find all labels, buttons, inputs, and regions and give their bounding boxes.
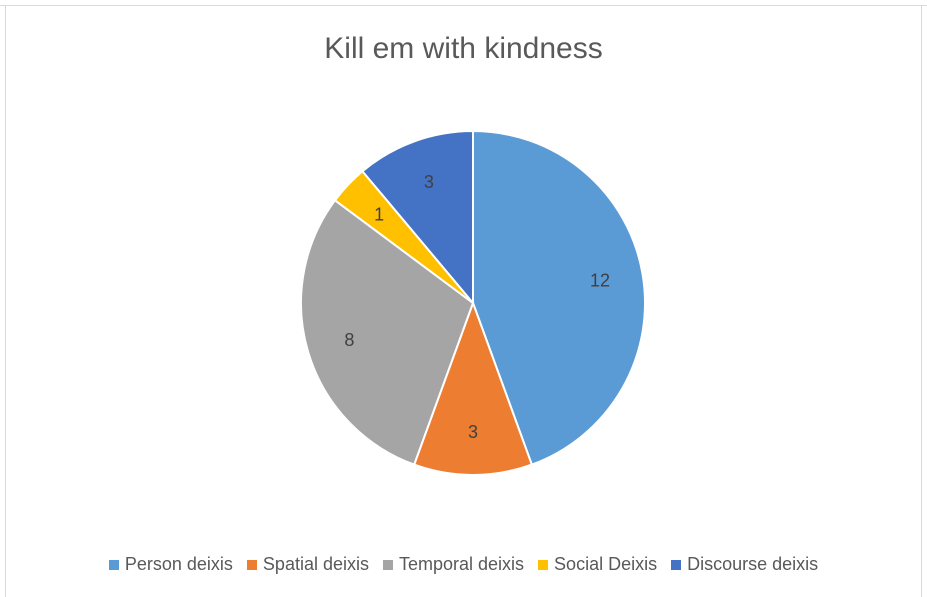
data-label: 8	[344, 330, 354, 350]
chart-title: Kill em with kindness	[324, 32, 603, 65]
legend-swatch	[382, 559, 393, 570]
data-label: 3	[424, 172, 434, 192]
legend-item: Temporal deixis	[382, 554, 525, 575]
legend-label: Spatial deixis	[262, 554, 369, 574]
legend-label: Social Deixis	[554, 554, 658, 574]
legend-item: Social Deixis	[538, 554, 657, 575]
legend-swatch	[538, 559, 549, 570]
legend-item: Spatial deixis	[246, 554, 369, 575]
data-label: 3	[468, 422, 478, 442]
legend-swatch	[671, 559, 682, 570]
pie-slices	[300, 129, 646, 476]
legend-item: Discourse deixis	[671, 554, 818, 575]
legend-label: Person deixis	[124, 554, 233, 574]
pie-slice-spatial-deixis	[412, 300, 534, 476]
data-label: 1	[374, 204, 384, 224]
legend-swatch	[108, 559, 119, 570]
pie-slice-temporal-deixis	[300, 198, 475, 466]
legend: Person deixis Spatial deixis Temporal deix…	[0, 554, 927, 575]
legend-swatch	[246, 559, 257, 570]
pie-slice-person-deixis	[472, 129, 646, 466]
pie-slice-discourse-deixis	[361, 129, 474, 306]
legend-label: Discourse deixis	[687, 554, 819, 574]
data-label: 12	[590, 271, 610, 291]
legend-item: Person deixis	[108, 554, 233, 575]
legend-label: Temporal deixis	[398, 554, 525, 574]
